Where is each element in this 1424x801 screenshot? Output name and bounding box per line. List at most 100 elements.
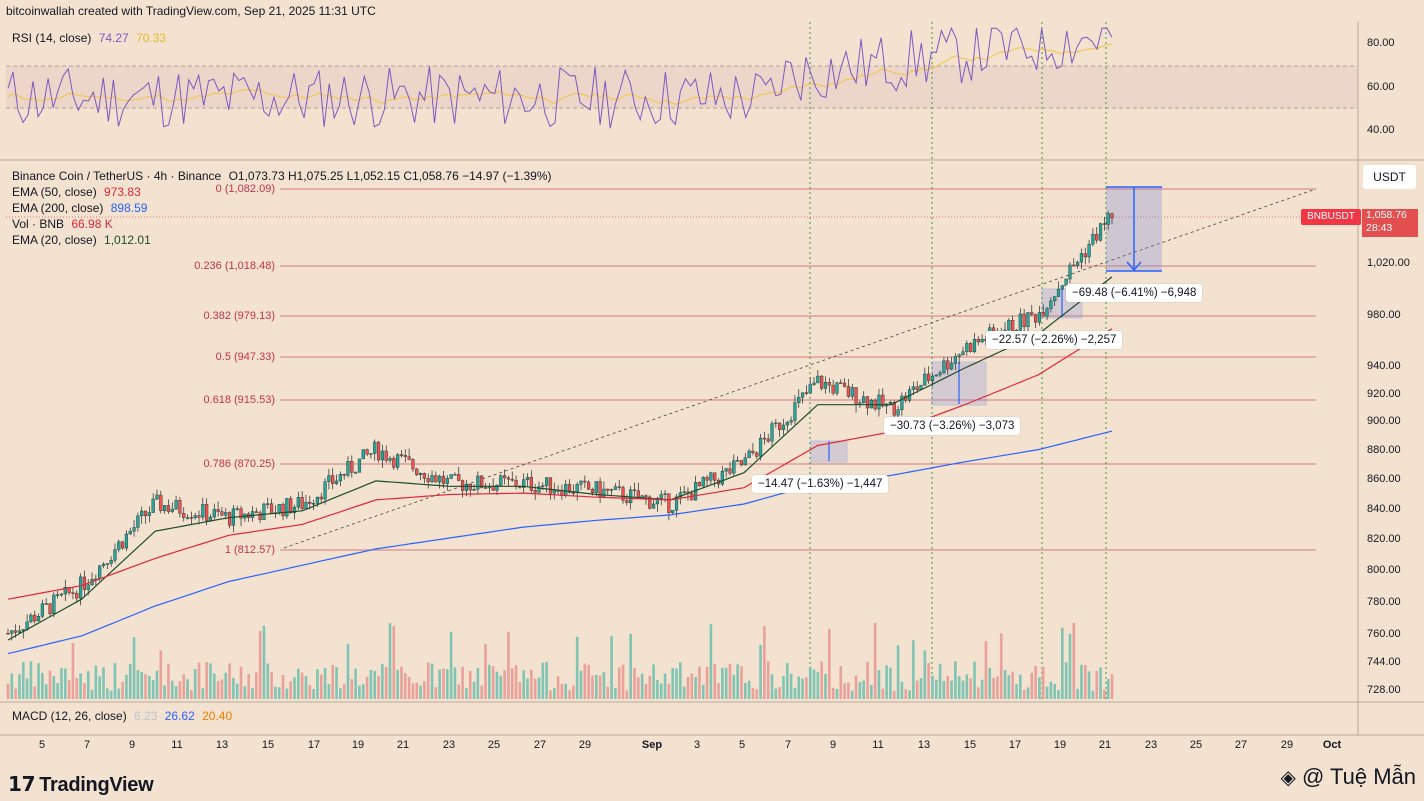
fib-label-1: 1 (812.57): [224, 544, 275, 556]
candle: [972, 332, 977, 354]
candle: [651, 498, 656, 509]
candle: [59, 592, 64, 597]
candle: [300, 490, 304, 511]
candle: [648, 495, 652, 510]
measure-label-4: −69.48 (−6.41%) −6,948: [1066, 284, 1203, 302]
volume-bar: [239, 666, 243, 699]
candle: [235, 505, 239, 511]
candle: [63, 579, 67, 602]
symbol-legend: Binance Coin / TetherUS · 4h · Binance O…: [12, 168, 556, 184]
candle: [56, 590, 60, 599]
volume-bar: [235, 683, 239, 699]
volume-bar: [388, 623, 392, 699]
candle: [331, 468, 335, 490]
candle-body: [709, 472, 713, 481]
candle: [415, 467, 419, 477]
candle: [1007, 317, 1011, 334]
rsi-label: RSI (14, close): [12, 31, 92, 45]
candle-body: [705, 477, 709, 481]
currency-selector[interactable]: USDT: [1363, 165, 1416, 189]
candle-body: [151, 498, 155, 513]
candle: [346, 456, 350, 478]
volume-bar: [541, 662, 545, 699]
time-axis-label: 23: [1144, 739, 1158, 751]
candle-body: [78, 576, 83, 599]
candle: [522, 473, 526, 494]
candle: [682, 485, 686, 495]
candle: [483, 482, 488, 489]
time-axis-label: 9: [128, 739, 136, 751]
candle: [262, 502, 266, 520]
candle-body: [365, 449, 369, 455]
candle-body: [1033, 314, 1038, 323]
candle: [1098, 222, 1103, 242]
candle-body: [613, 486, 617, 490]
macd-signal-value: 20.40: [202, 709, 233, 723]
ema50-label: EMA (50, close): [12, 185, 97, 199]
candle-body: [827, 382, 831, 386]
candle-body: [1007, 319, 1011, 331]
candle: [193, 512, 197, 520]
candle-body: [789, 420, 793, 423]
candle: [621, 485, 625, 504]
volume-bar: [346, 643, 350, 699]
candle-body: [579, 480, 583, 485]
candle: [835, 381, 839, 396]
volume-bar: [163, 685, 166, 699]
candle: [33, 610, 37, 624]
time-axis-label: 21: [396, 739, 410, 751]
candle-body: [361, 449, 365, 460]
candle: [789, 416, 793, 426]
candle-body: [296, 497, 300, 508]
volume-bar: [594, 674, 598, 699]
candle-body: [503, 475, 507, 479]
candle: [354, 471, 358, 474]
volume-bar: [212, 673, 216, 699]
candle-body: [300, 497, 304, 509]
candle: [812, 376, 816, 386]
candle: [720, 466, 724, 487]
price-chart: [0, 22, 1424, 759]
candle: [205, 498, 209, 526]
candle: [942, 357, 946, 375]
candle: [422, 472, 426, 484]
volume-bar: [216, 680, 220, 699]
candle-body: [430, 475, 434, 482]
volume-bar: [686, 677, 690, 699]
candle-body: [10, 630, 14, 634]
volume-bar: [1045, 686, 1049, 699]
volume-bar: [442, 668, 445, 699]
time-axis-label: 17: [307, 739, 321, 751]
candle: [476, 471, 480, 494]
candle: [632, 482, 637, 498]
volume-bar: [1003, 670, 1007, 699]
candle-body: [953, 356, 957, 364]
volume-bar: [396, 669, 399, 699]
volume-bar: [228, 663, 231, 699]
candle-body: [346, 460, 350, 476]
volume-bar: [224, 672, 228, 699]
volume-bar: [831, 687, 835, 699]
volume-bar: [942, 681, 946, 699]
volume-bar: [774, 688, 778, 699]
volume-bar: [915, 680, 919, 699]
volume-bar: [1103, 689, 1106, 699]
candle-body: [930, 375, 935, 382]
volume-bar: [400, 666, 403, 699]
time-axis-label: 15: [963, 739, 977, 751]
volume-bar: [992, 677, 995, 699]
candle-body: [946, 360, 950, 370]
volume-bar: [323, 668, 327, 699]
candle: [778, 422, 782, 437]
volume-bar: [572, 685, 575, 699]
candle: [319, 492, 323, 503]
volume-bar: [785, 663, 789, 699]
volume-bar: [656, 679, 659, 699]
volume-bar: [526, 678, 529, 699]
candle-body: [334, 480, 339, 484]
candle-body: [277, 504, 281, 514]
volume-bar: [392, 626, 396, 699]
volume-bar: [663, 673, 667, 699]
candle: [453, 472, 457, 476]
volume-bar: [98, 676, 101, 699]
